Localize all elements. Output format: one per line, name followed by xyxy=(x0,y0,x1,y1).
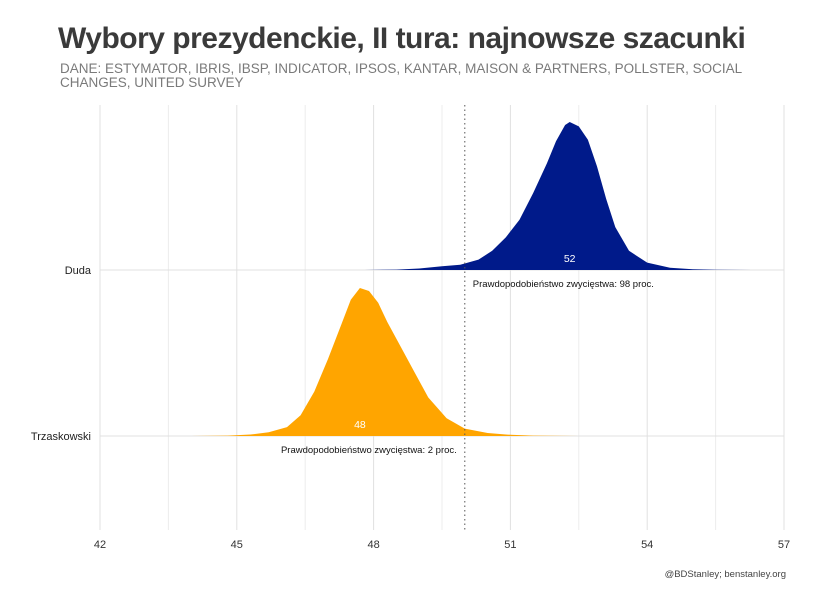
label-layer: 42 45 48 51 54 57 Duda 52 Prawdopodobieństwo zwy… xyxy=(31,253,790,551)
x-tick-label: 42 xyxy=(94,539,106,551)
credit-text: @BDStanley; benstanley.org xyxy=(664,569,786,580)
density-areas xyxy=(191,122,753,436)
grid-layer xyxy=(99,105,785,530)
x-tick-label: 54 xyxy=(641,539,653,551)
probability-label: Prawdopodobieństwo zwycięstwa: 98 proc. xyxy=(473,279,654,290)
y-category-label: Duda xyxy=(65,265,92,277)
y-category-label: Trzaskowski xyxy=(31,431,91,443)
probability-label: Prawdopodobieństwo zwycięstwa: 2 proc. xyxy=(281,445,457,456)
chart-title: Wybory prezydenckie, II tura: najnowsze … xyxy=(58,22,746,55)
median-label: 52 xyxy=(564,253,576,265)
x-tick-label: 45 xyxy=(231,539,243,551)
density-area-duda xyxy=(364,122,753,270)
x-tick-label: 51 xyxy=(504,539,516,551)
median-label: 48 xyxy=(354,419,366,431)
chart-subtitle: DANE: ESTYMATOR, IBRIS, IBSP, INDICATOR,… xyxy=(60,61,742,90)
x-tick-label: 48 xyxy=(367,539,379,551)
x-tick-label: 57 xyxy=(778,539,790,551)
density-area-trzaskowski xyxy=(191,288,579,436)
